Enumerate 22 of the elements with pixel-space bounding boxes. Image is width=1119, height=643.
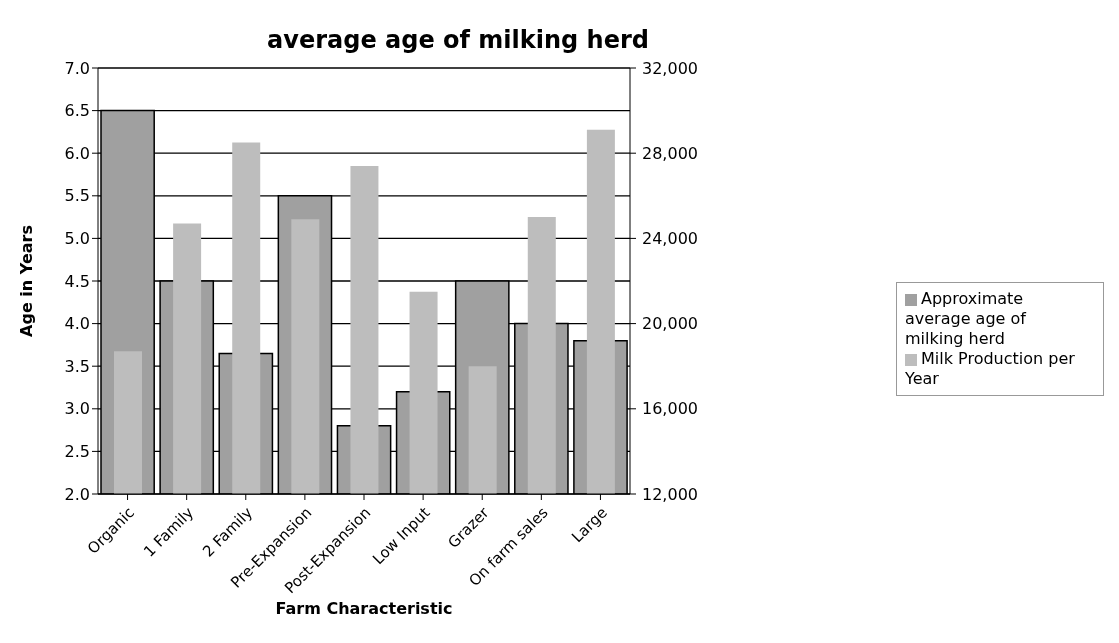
y2-tick-label: 16,000: [642, 399, 698, 419]
y-tick-label: 5.5: [64, 186, 90, 206]
y2-tick-label: 20,000: [642, 314, 698, 334]
chart-title: average age of milking herd: [266, 25, 650, 54]
legend-label: Milk Production per Year: [905, 349, 1075, 388]
y-tick-label: 4.0: [64, 314, 90, 334]
y-tick-label: 4.5: [64, 271, 90, 291]
y-tick-label: 7.0: [64, 58, 90, 78]
x-axis-title: Farm Characteristic: [275, 599, 453, 618]
legend-label: Approximate average age of milking herd: [905, 289, 1026, 348]
y2-tick-label: 28,000: [642, 143, 698, 163]
y-tick-label: 3.0: [64, 399, 90, 419]
y-tick-label: 2.5: [64, 442, 90, 462]
y-tick-label: 3.5: [64, 356, 90, 376]
y2-tick-label: 24,000: [642, 229, 698, 249]
y2-tick-label: 12,000: [642, 484, 698, 504]
y-tick-label: 2.0: [64, 484, 90, 504]
y-axis-title: Age in Years: [16, 225, 36, 337]
y-tick-label: 6.5: [64, 101, 90, 121]
y-tick-label: 5.0: [64, 229, 90, 249]
y-tick-label: 6.0: [64, 143, 90, 163]
y2-tick-label: 32,000: [642, 58, 698, 78]
